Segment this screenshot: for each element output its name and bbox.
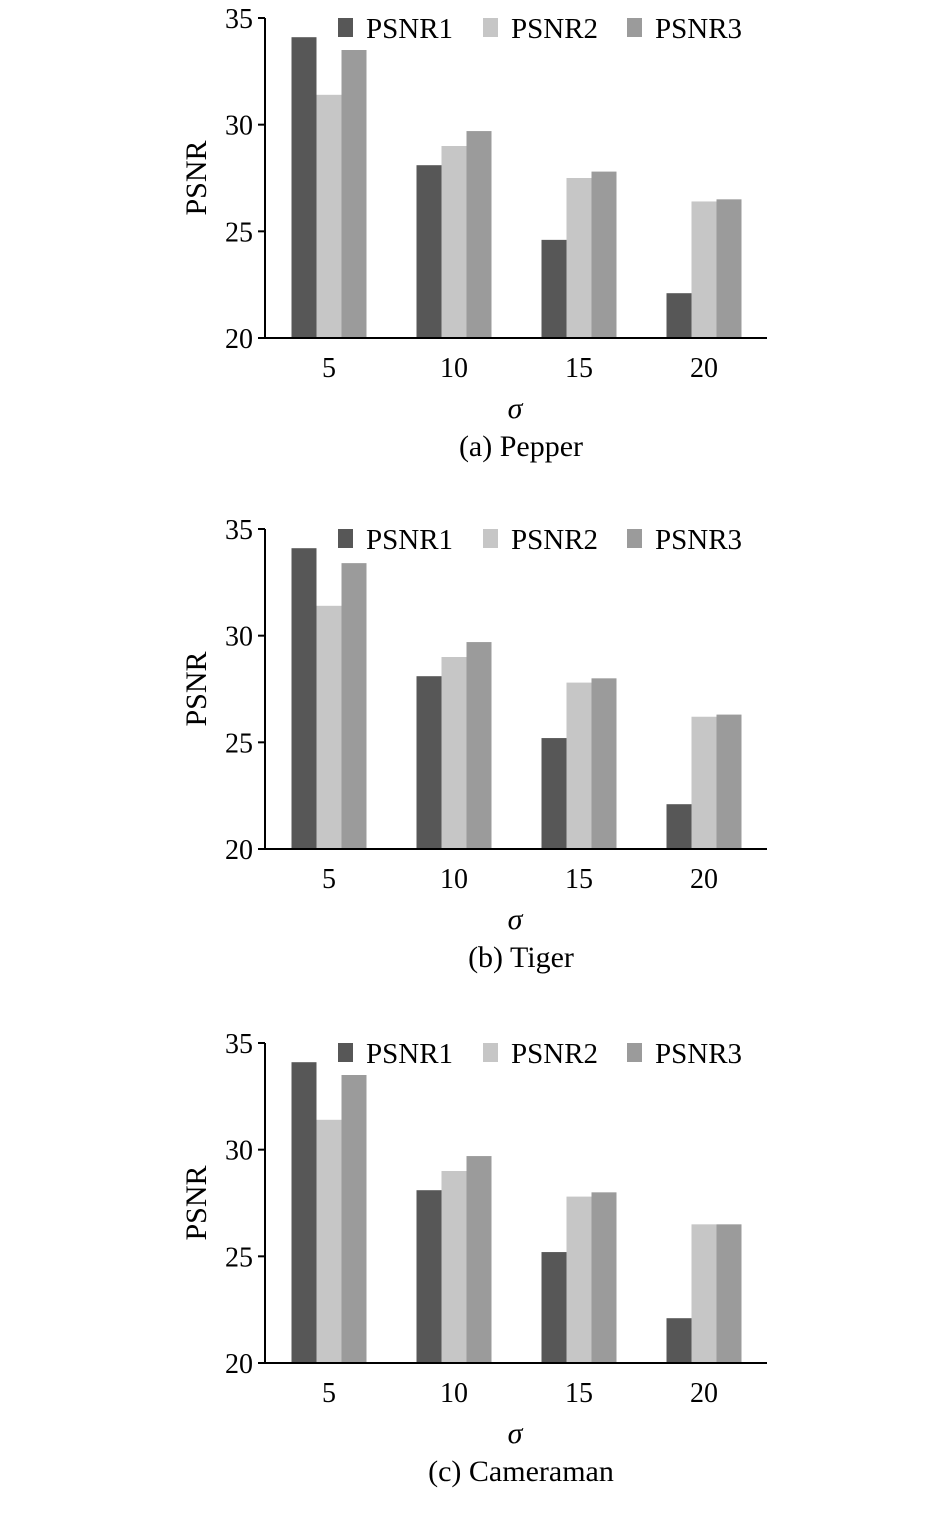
y-axis-title: PSNR [180,140,213,215]
bar-psnr1-sigma-10 [416,676,442,849]
x-axis-title: σ [508,1417,524,1450]
legend-label-psnr1: PSNR1 [366,1038,453,1070]
bar-psnr2-sigma-15 [566,1196,592,1363]
bar-psnr2-sigma-15 [566,178,592,338]
x-axis-title: σ [508,392,524,425]
bar-psnr1-sigma-20 [666,804,692,849]
chart-svg: 20 25 30 35 5 10 15 20 PSNR σ (a) Pepper PSNR1 PSNR2… [180,4,767,463]
bar-psnr2-sigma-20 [691,716,717,849]
x-tick-label: 5 [322,353,336,384]
y-axis-title: PSNR [180,1165,213,1240]
legend-swatch-psnr3 [627,529,642,548]
bar-psnr2-sigma-5 [316,94,342,338]
bar-psnr3-sigma-15 [591,171,617,338]
bar-psnr2-sigma-15 [566,682,592,849]
panel-caption: (b) Tiger [468,941,574,974]
bar-psnr3-sigma-20 [716,1224,742,1363]
legend-label-psnr3: PSNR3 [655,1038,742,1070]
bar-psnr3-sigma-5 [341,563,367,849]
x-tick-label: 20 [690,353,718,384]
bar-psnr1-sigma-20 [666,293,692,338]
chart-panel-1: 20 25 30 35 5 10 15 20 PSNR σ (a) Pepper PSNR1 PSNR2… [0,0,945,500]
y-tick-label: 25 [225,217,253,248]
bar-psnr3-sigma-20 [716,199,742,338]
panel-caption: (a) Pepper [459,430,583,463]
panel-caption: (c) Cameraman [428,1455,614,1488]
x-tick-label: 15 [565,864,593,895]
legend-label-psnr2: PSNR2 [511,1038,598,1070]
chart-panel-3: 20 25 30 35 5 10 15 20 PSNR σ (c) Cameraman PSNR1 PS… [0,1025,945,1525]
x-tick-label: 10 [440,1378,468,1409]
x-tick-label: 10 [440,864,468,895]
bar-psnr3-sigma-10 [466,131,492,338]
bar-psnr3-sigma-5 [341,1075,367,1363]
legend-swatch-psnr1 [338,1043,353,1062]
y-tick-label: 25 [225,728,253,759]
legend-swatch-psnr1 [338,18,353,37]
bar-psnr3-sigma-10 [466,1156,492,1363]
legend-swatch-psnr2 [483,529,498,548]
y-tick-label: 20 [225,324,253,355]
x-tick-label: 5 [322,864,336,895]
bar-psnr2-sigma-10 [441,146,467,338]
bar-psnr1-sigma-10 [416,1190,442,1363]
y-tick-label: 35 [225,1029,253,1060]
x-tick-label: 20 [690,1378,718,1409]
x-tick-label: 15 [565,1378,593,1409]
bar-psnr1-sigma-5 [291,548,317,849]
chart-panel-2: 20 25 30 35 5 10 15 20 PSNR σ (b) Tiger PSNR1 PSNR2 P… [0,511,945,1011]
y-tick-label: 35 [225,515,253,546]
y-tick-label: 30 [225,622,253,653]
y-tick-label: 20 [225,1349,253,1380]
bar-psnr2-sigma-20 [691,1224,717,1363]
y-tick-label: 30 [225,1136,253,1167]
legend-label-psnr2: PSNR2 [511,524,598,556]
legend-swatch-psnr2 [483,1043,498,1062]
legend-label-psnr3: PSNR3 [655,13,742,45]
bar-psnr3-sigma-10 [466,642,492,849]
bar-psnr3-sigma-15 [591,678,617,849]
y-tick-label: 35 [225,4,253,35]
bar-psnr3-sigma-20 [716,714,742,849]
bar-psnr1-sigma-5 [291,1062,317,1363]
x-tick-label: 15 [565,353,593,384]
legend-swatch-psnr2 [483,18,498,37]
x-tick-label: 10 [440,353,468,384]
bar-psnr2-sigma-5 [316,1119,342,1363]
bar-psnr2-sigma-10 [441,1171,467,1363]
chart-svg: 20 25 30 35 5 10 15 20 PSNR σ (b) Tiger PSNR1 PSNR2 P… [180,515,767,974]
x-tick-label: 5 [322,1378,336,1409]
y-tick-label: 30 [225,111,253,142]
legend-swatch-psnr3 [627,18,642,37]
bar-psnr1-sigma-10 [416,165,442,338]
y-tick-label: 25 [225,1242,253,1273]
bar-psnr1-sigma-15 [541,1252,567,1363]
bar-psnr3-sigma-5 [341,50,367,338]
legend-label-psnr2: PSNR2 [511,13,598,45]
legend-label-psnr1: PSNR1 [366,13,453,45]
bar-psnr2-sigma-20 [691,201,717,338]
bar-psnr2-sigma-10 [441,657,467,849]
legend-swatch-psnr1 [338,529,353,548]
x-tick-label: 20 [690,864,718,895]
bar-psnr1-sigma-20 [666,1318,692,1363]
bar-psnr1-sigma-5 [291,37,317,338]
bar-psnr1-sigma-15 [541,738,567,849]
legend-label-psnr1: PSNR1 [366,524,453,556]
y-axis-title: PSNR [180,651,213,726]
chart-svg: 20 25 30 35 5 10 15 20 PSNR σ (c) Cameraman PSNR1 PS… [180,1029,767,1488]
chart-figure: 20 25 30 35 5 10 15 20 PSNR σ (a) Pepper PSNR1 PSNR2… [0,0,945,1488]
y-tick-label: 20 [225,835,253,866]
bar-psnr2-sigma-5 [316,605,342,849]
legend-swatch-psnr3 [627,1043,642,1062]
bar-psnr3-sigma-15 [591,1192,617,1363]
x-axis-title: σ [508,903,524,936]
bar-psnr1-sigma-15 [541,239,567,338]
legend-label-psnr3: PSNR3 [655,524,742,556]
